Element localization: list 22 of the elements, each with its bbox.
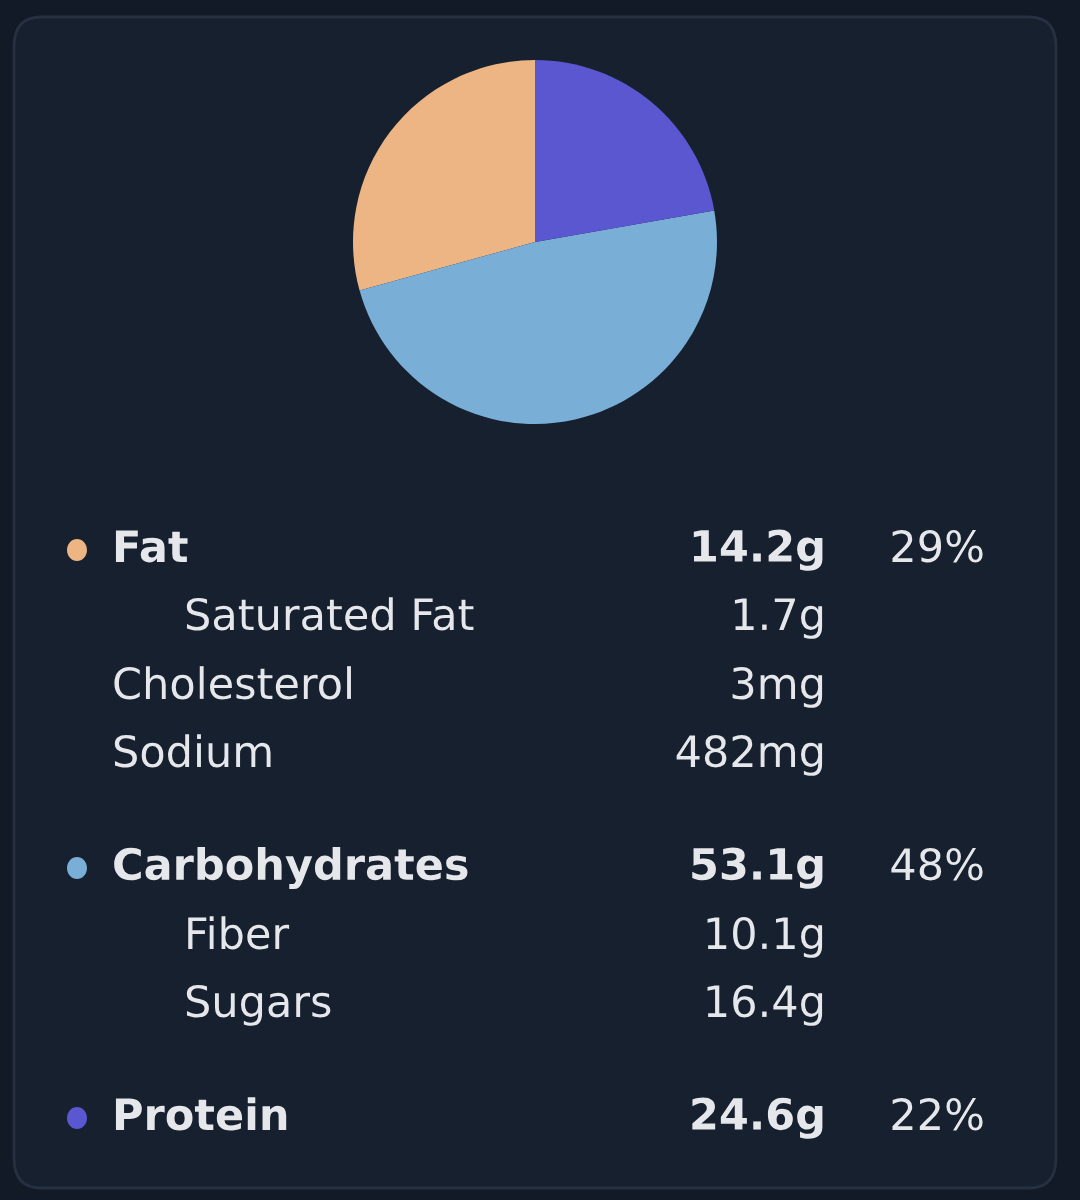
data-label: 29% bbox=[892, 529, 983, 563]
pie-slice bbox=[535, 60, 715, 242]
text: 14.2g bbox=[693, 529, 823, 571]
data-label: 22% bbox=[892, 1097, 983, 1131]
legend-label: Protein bbox=[115, 1097, 287, 1131]
legend-label: Carbohydrates bbox=[114, 847, 468, 889]
text: 24.6g bbox=[692, 1097, 823, 1139]
legend-label: Fat bbox=[115, 530, 188, 563]
text: Fiber bbox=[188, 916, 290, 950]
text: 3mg bbox=[732, 666, 823, 708]
text: Sugars bbox=[186, 984, 331, 1026]
text: Cholesterol bbox=[114, 666, 351, 700]
pie-slice bbox=[353, 60, 535, 291]
text: Sodium bbox=[114, 734, 271, 768]
data-label: 48% bbox=[891, 847, 983, 881]
text: 482mg bbox=[676, 734, 823, 776]
text: Saturated Fat bbox=[186, 597, 474, 631]
text: 53.1g bbox=[692, 847, 823, 889]
text: 10.1g bbox=[707, 916, 823, 958]
text: 1.7g bbox=[734, 598, 823, 639]
pie-slice bbox=[359, 210, 717, 424]
text: 16.4g bbox=[707, 984, 823, 1026]
